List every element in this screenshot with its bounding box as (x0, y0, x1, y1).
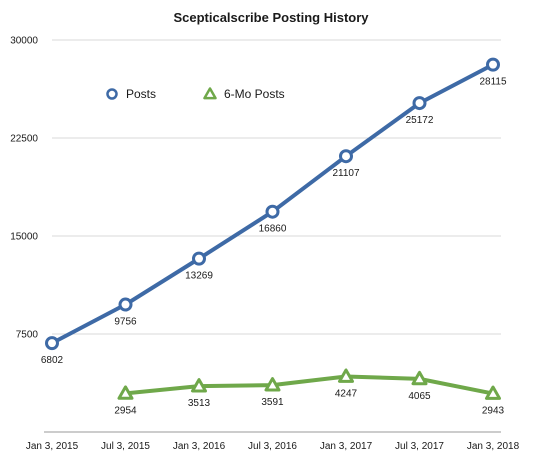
data-label: 3591 (261, 397, 284, 408)
x-tick-label: Jan 3, 2017 (320, 441, 373, 452)
circle-marker (118, 297, 133, 312)
data-labels: 6802 9756 13269 16860 21107 25172 28115 2954 351… (41, 77, 507, 417)
data-label: 9756 (114, 317, 137, 328)
circle-marker (45, 336, 59, 351)
triangle-marker (411, 370, 428, 386)
legend-item: 6-Mo Posts (203, 87, 285, 101)
y-tick-label: 15000 (10, 232, 38, 243)
circle-marker (339, 149, 353, 164)
chart-title: Scepticalscribe Posting History (173, 10, 369, 25)
legend: Posts 6-Mo Posts (106, 87, 285, 101)
data-label: 2943 (482, 406, 505, 417)
legend-circle-marker (106, 88, 118, 100)
x-tick-label: Jan 3, 2015 (26, 441, 79, 452)
x-tick-label: Jan 3, 2016 (173, 441, 226, 452)
legend-label: 6-Mo Posts (224, 87, 285, 101)
data-label: 21107 (332, 168, 360, 179)
y-tick-label: 22500 (10, 134, 38, 145)
data-label: 4247 (335, 389, 358, 400)
triangle-marker (191, 378, 207, 393)
triangle-marker (485, 385, 501, 400)
data-label: 28115 (479, 77, 507, 88)
x-tick-label: Jul 3, 2017 (395, 441, 444, 452)
data-label: 13269 (185, 271, 213, 282)
x-tick-label: Jul 3, 2016 (248, 441, 297, 452)
data-label: 25172 (406, 115, 434, 126)
circle-marker (486, 57, 500, 72)
series-line (123, 374, 495, 396)
legend-item: Posts (106, 87, 156, 101)
axes: 7500 15000 22500 30000 Jan 3, 2015 Jul 3, 201… (10, 36, 519, 453)
y-tick-label: 30000 (10, 36, 38, 47)
y-tick-label: 7500 (16, 330, 39, 341)
series-6-mo-posts (117, 368, 501, 400)
data-label: 16860 (259, 224, 287, 235)
triangle-marker (117, 385, 134, 400)
series-line (50, 62, 495, 346)
circle-marker (192, 251, 206, 266)
triangle-marker (264, 377, 281, 392)
circle-marker (265, 204, 280, 219)
legend-triangle-marker (203, 87, 217, 100)
data-label: 2954 (114, 405, 137, 416)
data-label: 6802 (41, 355, 64, 366)
data-label: 3513 (188, 398, 211, 409)
series-group (45, 57, 501, 400)
circle-marker (412, 96, 427, 111)
series-posts (45, 57, 500, 351)
triangle-marker (338, 368, 354, 383)
x-tick-label: Jan 3, 2018 (467, 441, 520, 452)
x-tick-label: Jul 3, 2015 (101, 441, 150, 452)
data-label: 4065 (408, 391, 431, 402)
gridlines (52, 39, 501, 335)
legend-label: Posts (126, 87, 156, 101)
